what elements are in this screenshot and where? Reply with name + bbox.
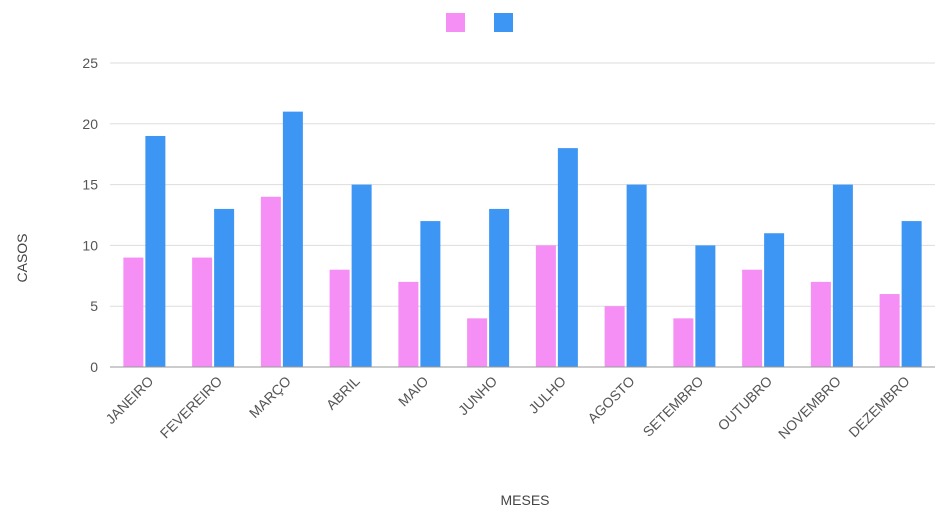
bar-series-2 <box>557 148 578 367</box>
bar-series-2 <box>282 111 303 367</box>
x-tick-label: AGOSTO <box>584 373 638 427</box>
gridlines <box>110 62 935 307</box>
bar-series-2 <box>145 135 166 367</box>
x-tick-label: FEVEREIRO <box>157 373 226 442</box>
y-axis-title: CASOS <box>14 233 30 282</box>
bars <box>123 111 922 367</box>
bar-series-1 <box>742 269 763 367</box>
bar-series-2 <box>489 208 510 367</box>
y-tick-label: 20 <box>82 116 98 132</box>
x-tick-label: MAIO <box>395 373 432 410</box>
bar-series-1 <box>810 281 831 367</box>
x-axis-title: MESES <box>500 492 549 508</box>
y-tick-label: 10 <box>82 237 98 253</box>
x-tick-label: SETEMBRO <box>640 373 707 440</box>
x-tick-label: MARÇO <box>246 373 294 421</box>
x-tick-label: DEZEMBRO <box>845 373 912 440</box>
x-tick-label: JANEIRO <box>102 373 156 427</box>
bar-series-1 <box>123 257 144 367</box>
x-tick-label: OUTUBRO <box>714 373 775 434</box>
bar-series-1 <box>673 318 694 367</box>
bar-series-2 <box>420 221 441 367</box>
bar-series-2 <box>351 184 372 367</box>
legend-swatch-1 <box>446 13 465 32</box>
bar-series-1 <box>467 318 488 367</box>
bar-series-2 <box>695 245 716 367</box>
bar-series-1 <box>398 281 419 367</box>
x-tick-label: ABRIL <box>323 373 363 413</box>
x-tick-label: NOVEMBRO <box>775 373 844 442</box>
bar-series-1 <box>192 257 213 367</box>
y-tick-label: 5 <box>90 298 98 314</box>
y-tick-label: 0 <box>90 359 98 375</box>
y-tick-label: 15 <box>82 177 98 193</box>
bar-series-1 <box>879 294 900 367</box>
bar-series-1 <box>329 269 350 367</box>
bar-series-2 <box>626 184 647 367</box>
x-tick-label: JUNHO <box>455 373 500 418</box>
legend-swatch-2 <box>494 13 513 32</box>
bar-series-1 <box>535 245 556 367</box>
y-axis-ticks: 0 5 10 15 20 25 <box>82 55 98 375</box>
x-tick-label: JULHO <box>525 373 569 417</box>
bar-series-2 <box>214 208 235 367</box>
x-axis-categories: JANEIRO FEVEREIRO MARÇO ABRIL MAIO JUNHO JULHO… <box>102 373 913 442</box>
legend <box>446 13 513 32</box>
bar-series-1 <box>604 306 625 367</box>
bar-series-1 <box>260 196 281 367</box>
y-tick-label: 25 <box>82 55 98 71</box>
bar-series-2 <box>832 184 853 367</box>
bar-series-2 <box>901 221 922 367</box>
bar-series-2 <box>764 233 785 367</box>
